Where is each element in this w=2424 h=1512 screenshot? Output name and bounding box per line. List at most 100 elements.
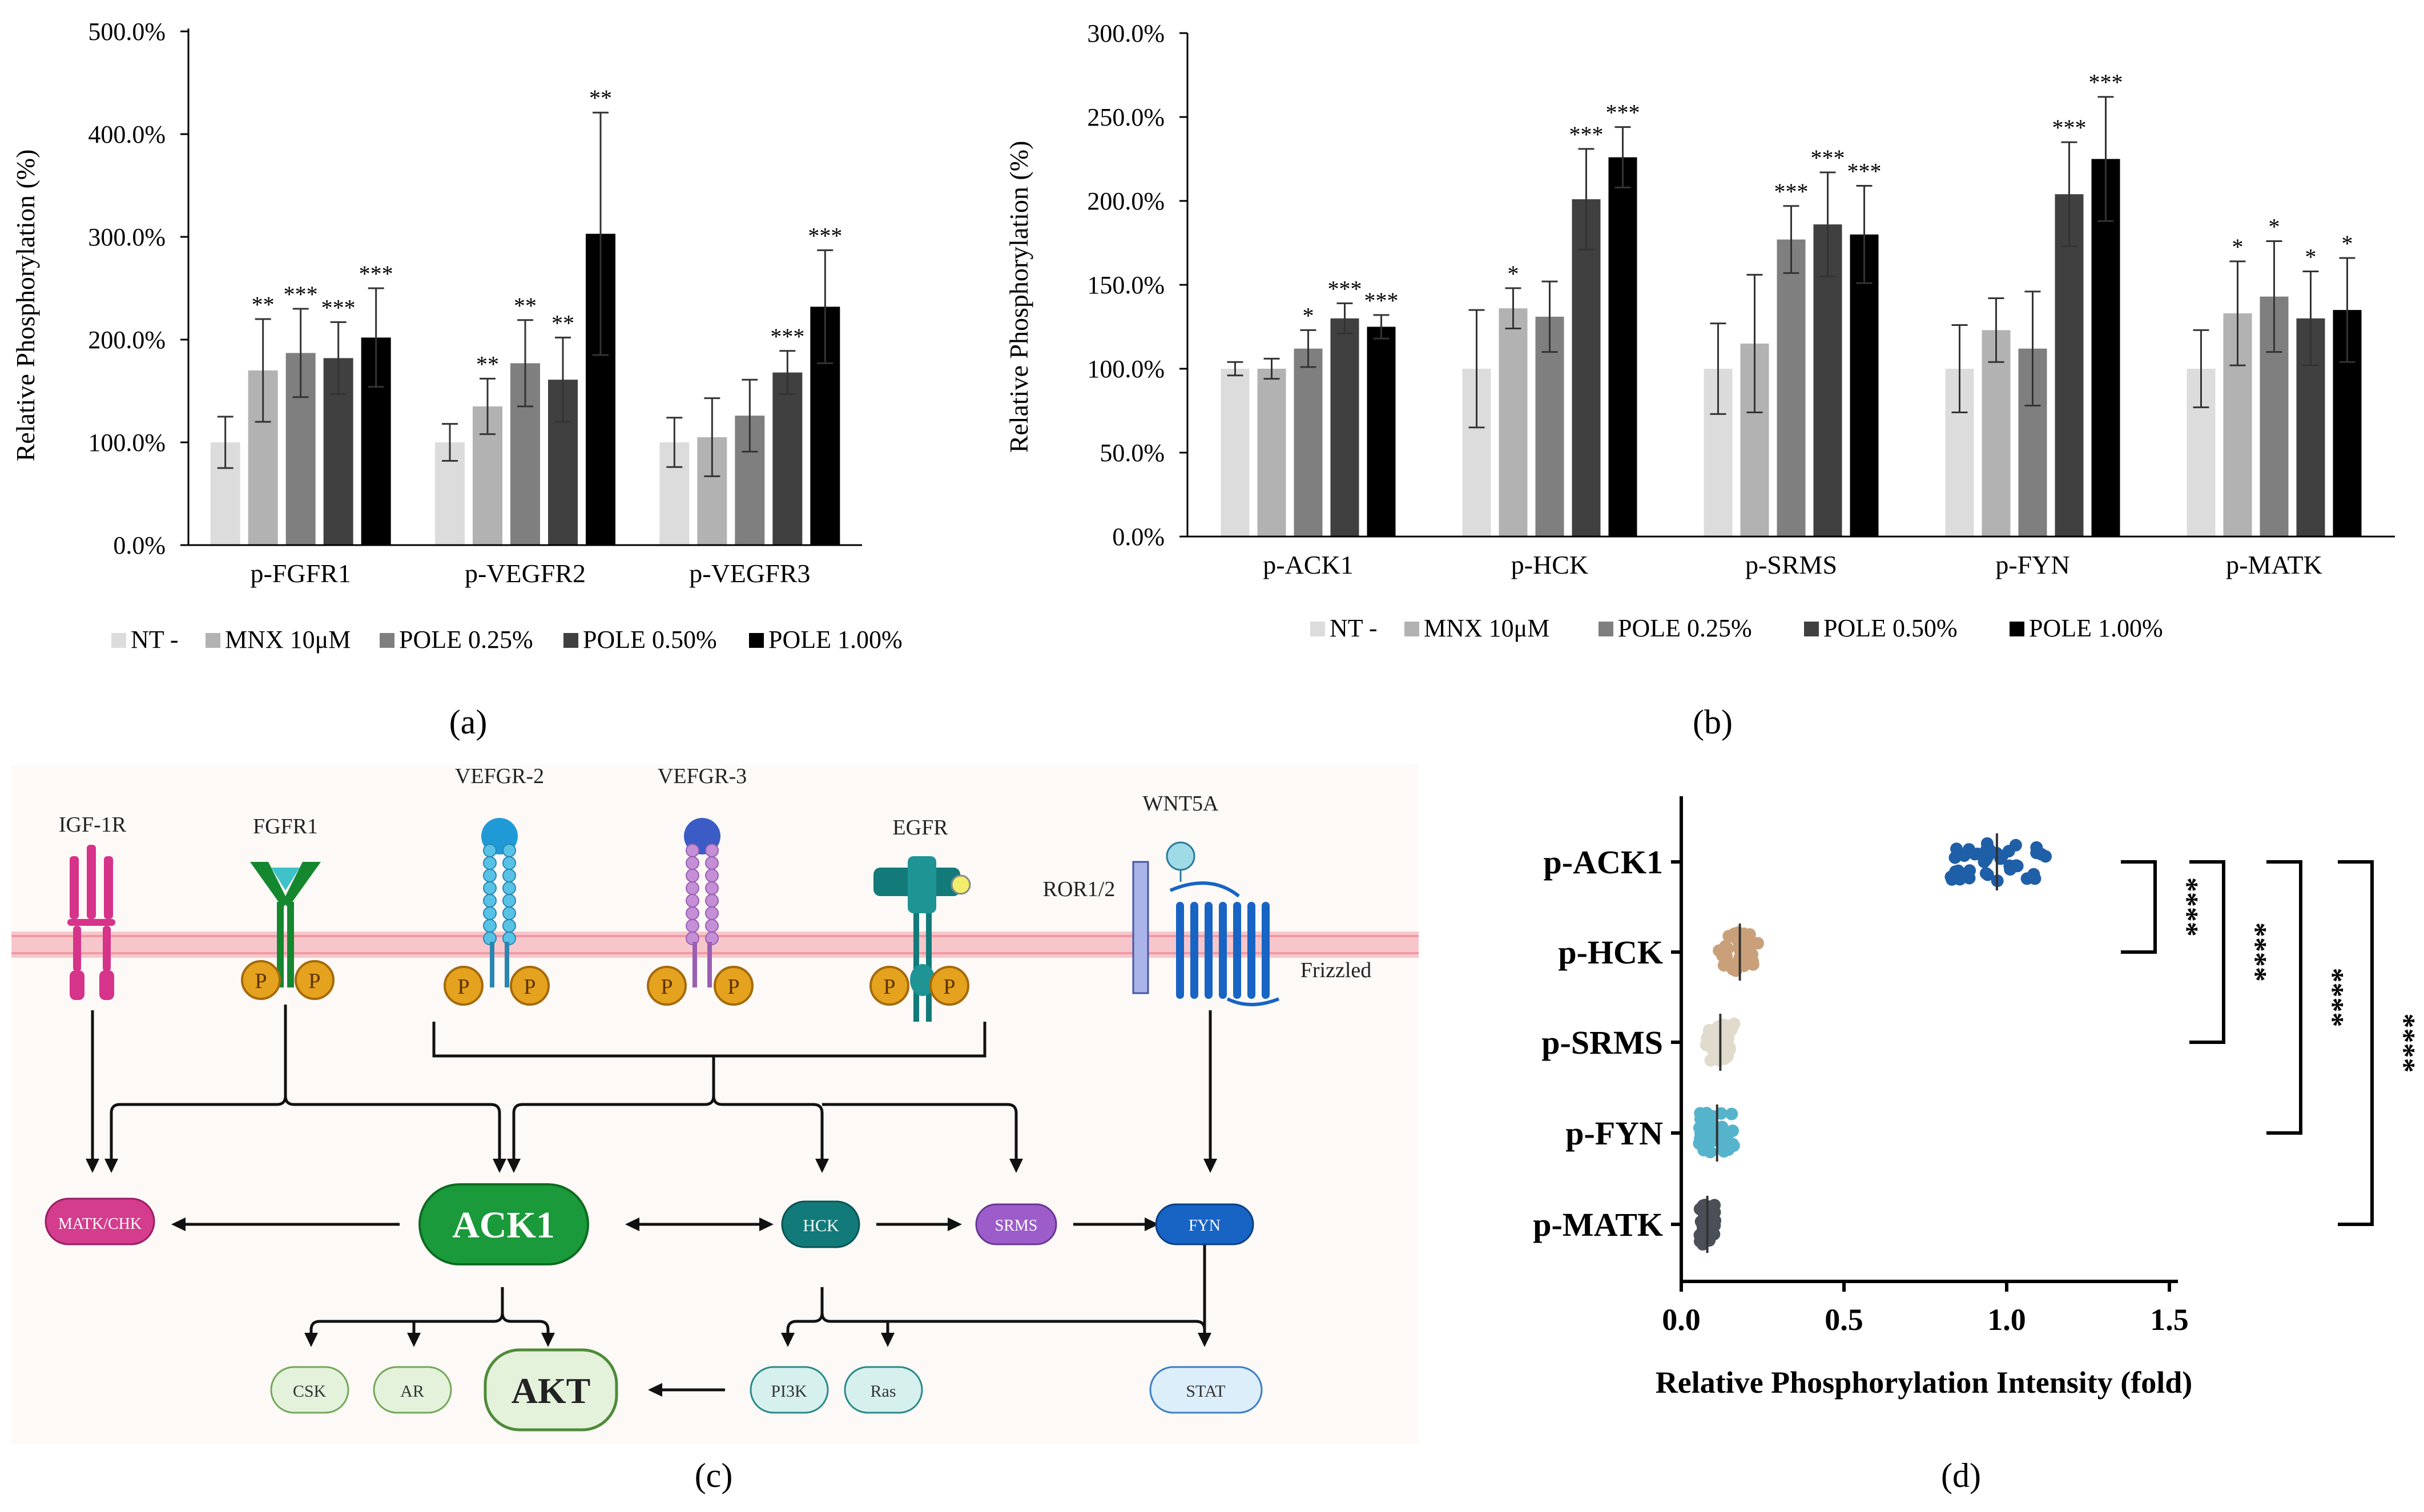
node-matk xyxy=(45,1197,155,1245)
legend-swatch xyxy=(1598,622,1613,636)
node-fyn xyxy=(1155,1203,1254,1245)
legend-swatch xyxy=(206,633,220,648)
phospho-label: P xyxy=(457,975,469,999)
legend-label: POLE 0.25% xyxy=(1618,614,1752,642)
significance-label: **** xyxy=(2317,968,2349,1027)
bar xyxy=(1367,326,1396,537)
node-srms-label: SRMS xyxy=(995,1217,1038,1235)
node-ack1 xyxy=(418,1183,589,1265)
scatter-point xyxy=(1746,948,1759,961)
x-tick-label: 0.5 xyxy=(1825,1303,1863,1337)
significance-label: *** xyxy=(359,261,393,287)
significance-label: **** xyxy=(2240,922,2272,982)
node-pi3k-label: PI3K xyxy=(771,1382,807,1401)
category-label: p-ACK1 xyxy=(1544,844,1663,881)
bar xyxy=(2055,194,2084,537)
scatter-point xyxy=(1722,1143,1735,1156)
phospho-label: P xyxy=(524,975,535,999)
legend-swatch xyxy=(749,633,764,648)
significance-label: * xyxy=(2232,234,2244,260)
significance-label: *** xyxy=(284,281,318,307)
significance-label: ** xyxy=(514,293,537,318)
significance-label: *** xyxy=(2052,115,2087,140)
significance-label: **** xyxy=(2388,1014,2421,1073)
x-tick-label: 1.0 xyxy=(1987,1303,2026,1337)
y-tick-label: 300.0% xyxy=(88,223,166,251)
significance-label: * xyxy=(1303,303,1314,328)
category-label: p-FYN xyxy=(1995,550,2069,579)
legend-label: POLE 0.50% xyxy=(1823,614,1958,642)
scatter-point xyxy=(1968,848,1982,861)
bar-chart-a: Relative Phosphorylation (%) 0.0% 100.0% 2… xyxy=(11,18,862,588)
bar xyxy=(1330,318,1359,537)
node-srms xyxy=(975,1203,1057,1245)
category-label: p-MATK xyxy=(2226,550,2322,579)
x-axis-label-d: Relative Phosphorylation Intensity (fold… xyxy=(1656,1365,2193,1400)
y-axis-label-a: Relative Phosphorylation (%) xyxy=(11,150,40,462)
phospho-label: P xyxy=(943,975,955,999)
bar xyxy=(1572,199,1601,537)
signaling-diagram: IGF-1R FGFR1 VEFGR-2 VEFGR-3 EGFR WNT5A … xyxy=(11,764,1419,1444)
scatter-point xyxy=(1725,1107,1738,1120)
bar xyxy=(1499,308,1528,537)
scatter-point xyxy=(1708,1199,1721,1212)
scatter-point xyxy=(1696,1214,1709,1227)
legend-label: POLE 1.00% xyxy=(2029,614,2163,642)
y-tick-label: 100.0% xyxy=(1087,355,1165,383)
bar xyxy=(1777,239,1806,537)
y-tick-label: 50.0% xyxy=(1100,439,1165,467)
y-tick-label: 250.0% xyxy=(1087,103,1165,131)
scatter-point xyxy=(1708,1228,1721,1241)
scatter-point xyxy=(1751,937,1764,950)
bar xyxy=(1221,369,1250,537)
node-ras-label: Ras xyxy=(871,1382,896,1401)
node-ar xyxy=(373,1366,452,1414)
significance-bracket xyxy=(2189,860,2225,1044)
legend-label: MNX 10μM xyxy=(225,626,351,654)
scatter-point xyxy=(1719,940,1732,953)
scatter-point xyxy=(1720,1019,1733,1032)
scatter-point xyxy=(1723,1041,1736,1054)
bar xyxy=(772,372,803,545)
node-csk-label: CSK xyxy=(293,1382,327,1401)
category-label: p-SRMS xyxy=(1541,1024,1663,1061)
scatter-point xyxy=(2035,848,2048,861)
legend-label: POLE 1.00% xyxy=(768,626,903,654)
vefgr3-receptor-icon: P P xyxy=(647,818,754,1006)
node-pi3k xyxy=(750,1366,829,1414)
significance-label: * xyxy=(2269,214,2280,240)
scatter-point xyxy=(1980,851,1994,864)
node-ras xyxy=(844,1366,923,1414)
scatter-point xyxy=(1980,837,1994,850)
node-hck xyxy=(781,1200,860,1248)
phospho-label: P xyxy=(727,975,739,999)
diagram-connectors xyxy=(91,1005,1212,1392)
legend-swatch xyxy=(2010,622,2024,636)
legend-label: NT - xyxy=(131,626,179,654)
scatter-point xyxy=(1726,1124,1739,1138)
category-label: p-HCK xyxy=(1558,934,1663,971)
bar xyxy=(1535,316,1564,537)
category-label: p-SRMS xyxy=(1745,550,1837,579)
scatter-chart-d: p-ACK1 p-HCK p-SRMS p-FYN p-MATK 0.0 0.5 1.0 1.… xyxy=(1533,796,2421,1400)
y-axis-label-b: Relative Phosphorylation (%) xyxy=(1004,141,1033,453)
legend-swatch xyxy=(1310,622,1325,636)
panel-label-a: (a) xyxy=(449,703,488,741)
bar xyxy=(1257,369,1286,537)
legend-a: NT - MNX 10μM POLE 0.25% POLE 0.50% POLE 1.0… xyxy=(111,626,903,654)
label-vefgr3: VEFGR-3 xyxy=(658,764,747,788)
label-igf1r: IGF-1R xyxy=(59,813,127,837)
frizzled-receptor-icon xyxy=(1132,841,1280,1006)
node-stat xyxy=(1149,1366,1263,1414)
scatter-point xyxy=(1739,936,1752,949)
node-akt-label: AKT xyxy=(512,1370,591,1411)
y-tick-label: 0.0% xyxy=(1112,523,1165,551)
bar-chart-b: Relative Phosphorylation (%) 0.0% 50.0% 10… xyxy=(1004,19,2395,579)
significance-bracket xyxy=(2266,860,2302,1135)
panel-label-b: (b) xyxy=(1693,703,1733,741)
scatter-point xyxy=(2027,868,2040,881)
node-csk xyxy=(270,1366,349,1414)
y-tick-label: 200.0% xyxy=(1087,187,1165,215)
scatter-point xyxy=(1949,865,1962,878)
